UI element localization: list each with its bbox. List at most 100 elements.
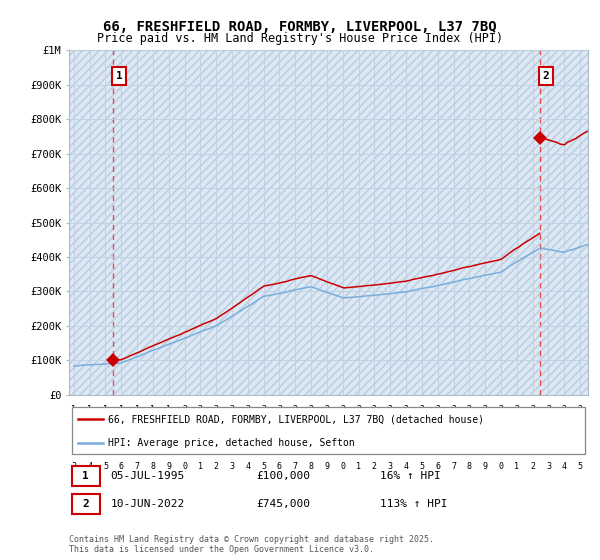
- Text: 1: 1: [467, 443, 472, 452]
- Text: 2: 2: [388, 405, 393, 414]
- Text: 2: 2: [404, 405, 409, 414]
- Text: 9: 9: [71, 424, 76, 433]
- Text: 0: 0: [198, 424, 203, 433]
- Text: Contains HM Land Registry data © Crown copyright and database right 2025.
This d: Contains HM Land Registry data © Crown c…: [69, 535, 434, 554]
- Text: 9: 9: [119, 424, 124, 433]
- Text: 2: 2: [546, 405, 551, 414]
- Text: 7: 7: [451, 462, 456, 471]
- Text: 2: 2: [277, 405, 282, 414]
- Text: 0: 0: [261, 443, 266, 452]
- Text: 9: 9: [87, 424, 92, 433]
- Text: 4: 4: [245, 462, 250, 471]
- Text: 2: 2: [182, 405, 187, 414]
- Text: 9: 9: [87, 443, 92, 452]
- Text: 0: 0: [482, 424, 488, 433]
- Text: 5: 5: [419, 462, 424, 471]
- Text: 0: 0: [499, 424, 503, 433]
- FancyBboxPatch shape: [71, 494, 100, 514]
- Bar: [69, 50, 588, 395]
- Text: HPI: Average price, detached house, Sefton: HPI: Average price, detached house, Seft…: [108, 438, 355, 448]
- FancyBboxPatch shape: [71, 466, 100, 486]
- Text: 05-JUL-1995: 05-JUL-1995: [110, 471, 185, 481]
- Text: 1: 1: [198, 462, 203, 471]
- Text: 0: 0: [261, 424, 266, 433]
- Text: 2: 2: [514, 443, 519, 452]
- Text: 1: 1: [134, 405, 140, 414]
- Text: 1: 1: [451, 443, 456, 452]
- Text: 9: 9: [166, 424, 171, 433]
- Text: 2: 2: [578, 405, 583, 414]
- Text: 9: 9: [151, 424, 155, 433]
- Text: 2: 2: [451, 405, 456, 414]
- Text: 0: 0: [182, 443, 187, 452]
- Text: 5: 5: [578, 462, 583, 471]
- Text: 1: 1: [356, 443, 361, 452]
- Text: 7: 7: [293, 462, 298, 471]
- Text: 0: 0: [245, 424, 250, 433]
- Text: 9: 9: [134, 443, 140, 452]
- Text: 0: 0: [245, 443, 250, 452]
- Text: 0: 0: [308, 424, 314, 433]
- Text: 4: 4: [87, 462, 92, 471]
- Text: 2: 2: [514, 405, 519, 414]
- Text: 7: 7: [134, 462, 140, 471]
- Text: 4: 4: [562, 462, 567, 471]
- Text: 8: 8: [151, 462, 155, 471]
- Text: 2: 2: [419, 405, 424, 414]
- Text: 2: 2: [356, 405, 361, 414]
- Text: 0: 0: [356, 424, 361, 433]
- Text: 9: 9: [103, 443, 108, 452]
- Text: 0: 0: [372, 424, 377, 433]
- Text: Price paid vs. HM Land Registry's House Price Index (HPI): Price paid vs. HM Land Registry's House …: [97, 32, 503, 45]
- Text: 1: 1: [71, 405, 76, 414]
- Text: 3: 3: [229, 462, 235, 471]
- Text: 0: 0: [514, 424, 519, 433]
- Text: 0: 0: [293, 443, 298, 452]
- Text: 0: 0: [325, 424, 329, 433]
- Text: 1: 1: [356, 462, 361, 471]
- Text: 1: 1: [419, 443, 424, 452]
- Text: 2: 2: [340, 405, 345, 414]
- Text: 8: 8: [467, 462, 472, 471]
- Text: 113% ↑ HPI: 113% ↑ HPI: [380, 499, 448, 509]
- Text: 0: 0: [404, 424, 409, 433]
- Text: 0: 0: [451, 424, 456, 433]
- Text: 0: 0: [182, 462, 187, 471]
- Text: 2: 2: [261, 405, 266, 414]
- Text: 2: 2: [293, 405, 298, 414]
- Text: 0: 0: [435, 424, 440, 433]
- Text: 10-JUN-2022: 10-JUN-2022: [110, 499, 185, 509]
- Text: 2: 2: [245, 405, 250, 414]
- Text: £745,000: £745,000: [256, 499, 310, 509]
- Text: 2: 2: [562, 405, 567, 414]
- Text: 5: 5: [261, 462, 266, 471]
- Text: 2: 2: [214, 462, 218, 471]
- Text: 1: 1: [388, 443, 393, 452]
- Text: 2: 2: [546, 443, 551, 452]
- Text: 5: 5: [103, 462, 108, 471]
- Bar: [69, 50, 588, 395]
- Text: 1: 1: [151, 405, 155, 414]
- Text: 2: 2: [578, 443, 583, 452]
- Text: 2: 2: [198, 405, 203, 414]
- Text: 2: 2: [82, 499, 89, 509]
- Text: 2: 2: [530, 462, 535, 471]
- Text: 0: 0: [562, 424, 567, 433]
- Text: 1: 1: [116, 71, 122, 81]
- Text: 1: 1: [103, 405, 108, 414]
- Text: 6: 6: [277, 462, 282, 471]
- Text: 2: 2: [562, 443, 567, 452]
- Text: 2: 2: [530, 405, 535, 414]
- Text: 16% ↑ HPI: 16% ↑ HPI: [380, 471, 441, 481]
- Text: 1: 1: [482, 443, 488, 452]
- Text: 6: 6: [119, 462, 124, 471]
- Text: 0: 0: [198, 443, 203, 452]
- Text: 66, FRESHFIELD ROAD, FORMBY, LIVERPOOL, L37 7BQ (detached house): 66, FRESHFIELD ROAD, FORMBY, LIVERPOOL, …: [108, 414, 484, 424]
- Text: 2: 2: [542, 71, 549, 81]
- Text: 1: 1: [87, 405, 92, 414]
- Text: 2: 2: [499, 405, 503, 414]
- Text: 0: 0: [467, 424, 472, 433]
- Text: 2: 2: [530, 443, 535, 452]
- Text: 2: 2: [482, 405, 488, 414]
- Text: 0: 0: [388, 424, 393, 433]
